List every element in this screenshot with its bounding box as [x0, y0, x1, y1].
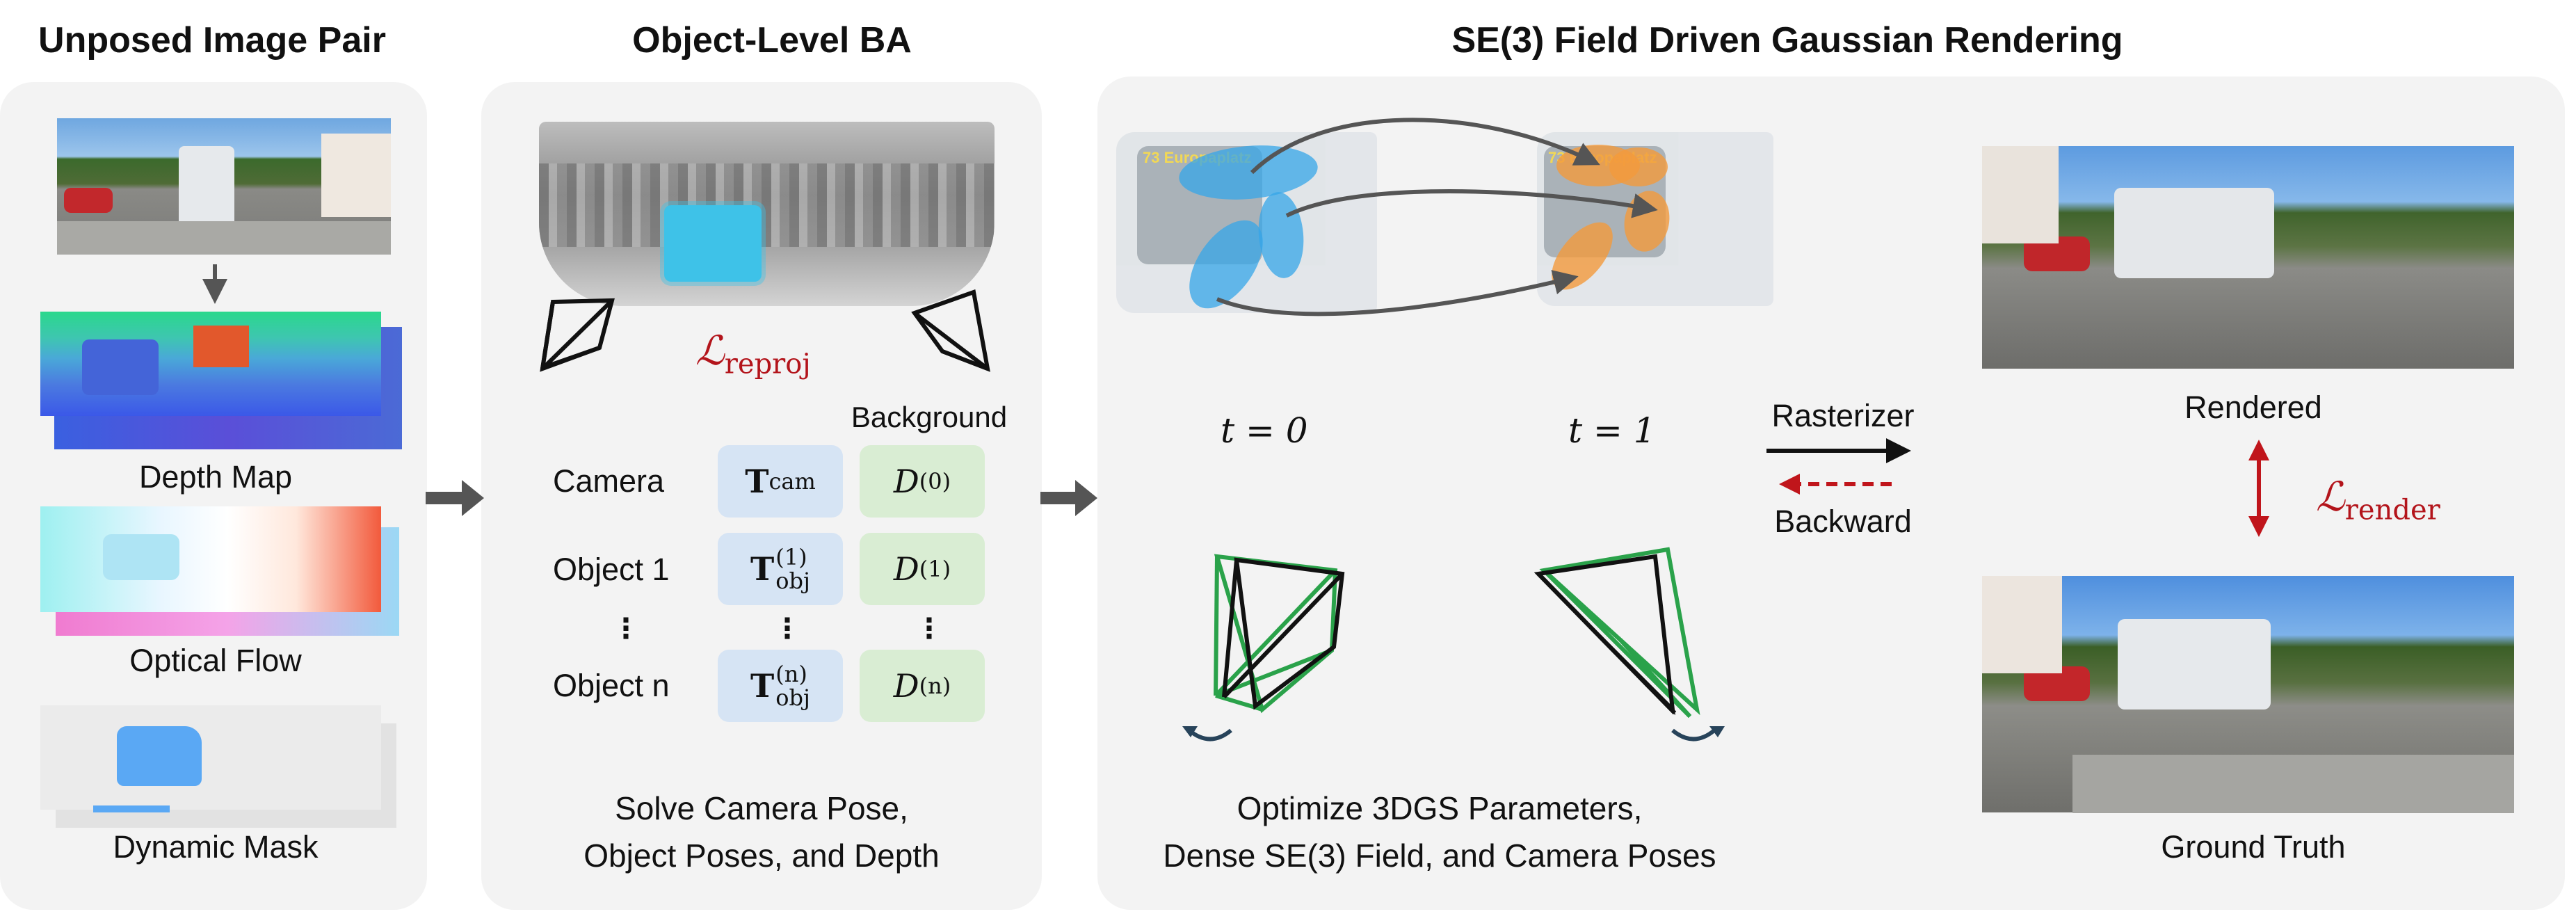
row-label-camera: Camera	[553, 463, 665, 499]
input-image-bottom	[57, 221, 391, 255]
depth-cell-object-n: D (n)	[860, 650, 985, 722]
title-se3-gaussian-rendering: SE(3) Field Driven Gaussian Rendering	[1451, 20, 2123, 61]
loss-render-symbol: ℒ	[2316, 473, 2345, 520]
pose-camera-main: T	[745, 463, 769, 500]
point-cloud	[539, 122, 995, 306]
ba-caption: Solve Camera Pose, Object Poses, and Dep…	[501, 785, 1022, 879]
loss-reproj-symbol: ℒ	[695, 327, 725, 374]
depth-object-1-main: D	[893, 550, 919, 588]
ellipsis-depth: ⋮	[915, 614, 943, 644]
ground-truth-label: Ground Truth	[2161, 829, 2346, 865]
rasterizer-label: Rasterizer	[1771, 398, 1915, 433]
ba-caption-line1: Solve Camera Pose,	[615, 790, 908, 826]
gaussians-t0	[1179, 145, 1318, 309]
dynamic-mask	[40, 705, 381, 810]
camera-frustum-right	[911, 289, 990, 372]
mask-strip	[93, 805, 170, 812]
depth-map-label: Depth Map	[138, 459, 293, 495]
loss-render: ℒrender	[2316, 473, 2440, 527]
optical-flow	[40, 506, 381, 612]
ground-truth-bottom-strip	[2072, 755, 2514, 813]
loss-render-sub: render	[2344, 494, 2440, 527]
pose-camera-sub: cam	[768, 468, 816, 495]
gt-house	[1982, 576, 2062, 673]
row-label-object-n: Object n	[553, 668, 670, 703]
loss-reproj: ℒreproj	[695, 327, 811, 380]
pose-object-n-sup: (n)	[775, 661, 807, 687]
row-label-object-1: Object 1	[553, 552, 670, 587]
optical-flow-label: Optical Flow	[129, 643, 302, 678]
rendering-caption-line2: Dense SE(3) Field, and Camera Poses	[1163, 837, 1716, 874]
rendered-house	[1982, 146, 2059, 243]
pose-object-1-sub: obj	[775, 568, 810, 594]
rotation-icon-t0	[1182, 726, 1232, 741]
dynamic-mask-label: Dynamic Mask	[113, 829, 319, 865]
rotation-icon-t1	[1671, 726, 1725, 741]
time-label-t1: t = 1	[1568, 410, 1656, 451]
depth-cell-object-1: D (1)	[860, 533, 985, 605]
loss-reproj-sub: reproj	[724, 348, 811, 380]
camera-frustum-left	[540, 298, 615, 372]
pose-object-1-main: T	[750, 550, 775, 588]
rendering-caption-line1: Optimize 3DGS Parameters,	[1237, 790, 1643, 826]
bus-shape	[179, 146, 234, 230]
depth-vehicle-region	[82, 339, 159, 395]
gaussians-t1	[1552, 145, 1670, 290]
point-cloud-object	[664, 205, 762, 282]
depth-object-n-sup: (n)	[919, 673, 951, 699]
flow-vehicle-region	[103, 534, 179, 580]
depth-camera-main: D	[893, 463, 919, 500]
title-unposed-image-pair: Unposed Image Pair	[38, 20, 386, 61]
depth-object-n-main: D	[893, 667, 919, 705]
rendered-image	[1982, 146, 2514, 369]
pose-cell-object-n: T (n) obj	[718, 650, 843, 722]
point-cloud-dark-band	[539, 163, 995, 247]
camera-pose-t0-black	[1222, 557, 1345, 710]
depth-cell-camera: D (0)	[860, 445, 985, 518]
depth-bus-region	[193, 326, 249, 367]
ba-caption-line2: Object Poses, and Depth	[583, 837, 940, 874]
pose-cell-object-1: T (1) obj	[718, 533, 843, 605]
gt-bus	[2118, 619, 2271, 709]
time-label-t0: t = 0	[1221, 410, 1308, 451]
rendered-label: Rendered	[2184, 390, 2322, 425]
ellipsis-label: ⋮	[612, 614, 640, 644]
pose-object-n-sub: obj	[775, 684, 810, 711]
depth-object-1-sup: (1)	[919, 556, 951, 582]
mask-vehicle-region	[117, 726, 202, 786]
motion-arrows	[1216, 118, 1658, 316]
pose-object-n-main: T	[750, 667, 775, 705]
rendering-caption: Optimize 3DGS Parameters, Dense SE(3) Fi…	[1127, 785, 1753, 879]
camera-pose-t1-black	[1533, 554, 1677, 716]
arrow-col2-to-col3	[1040, 480, 1097, 516]
depth-map	[40, 312, 381, 416]
title-object-level-ba: Object-Level BA	[632, 20, 912, 61]
rendered-bus	[2114, 188, 2274, 278]
background-header: Background	[851, 401, 1008, 433]
pose-object-1-sup: (1)	[775, 544, 807, 570]
depth-camera-sup: (0)	[919, 468, 951, 495]
red-car-shape	[64, 188, 113, 213]
backward-label: Backward	[1774, 504, 1912, 539]
arrow-col1-to-col2	[426, 480, 484, 516]
ellipsis-pose: ⋮	[773, 614, 801, 644]
house-shape	[321, 134, 391, 217]
camera-pose-t1-green	[1539, 547, 1700, 719]
